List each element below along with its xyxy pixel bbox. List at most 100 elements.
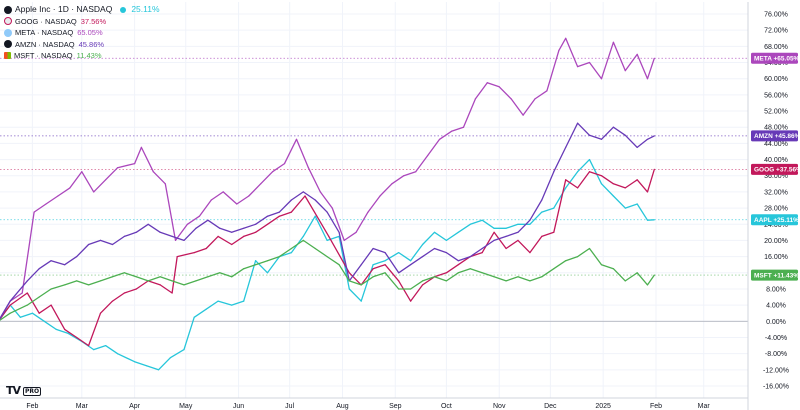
data-point-goog — [600, 175, 603, 177]
y-tick-label: 60.00% — [764, 76, 788, 83]
data-point-meta — [403, 175, 405, 177]
data-point-goog — [588, 171, 591, 173]
series-tag-bg — [751, 269, 798, 281]
data-point-msft — [171, 280, 173, 282]
data-point-amzn — [76, 256, 78, 258]
data-point-meta — [612, 41, 615, 43]
data-point-aapl — [43, 320, 45, 322]
data-point-msft — [624, 280, 626, 282]
data-point-amzn — [338, 231, 340, 233]
data-point-msft — [338, 264, 340, 266]
data-point-amzn — [243, 227, 245, 229]
data-point-msft — [348, 280, 350, 282]
y-tick-label: 68.00% — [764, 44, 788, 51]
data-point-goog — [26, 292, 28, 294]
data-point-aapl — [529, 223, 531, 225]
series-line-meta — [0, 37, 655, 320]
data-point-amzn — [577, 122, 579, 124]
data-point-amzn — [433, 247, 436, 250]
data-point-aapl — [255, 260, 257, 262]
data-point-amzn — [147, 223, 149, 225]
data-point-meta — [117, 167, 119, 169]
data-point-meta — [174, 239, 177, 241]
legend-item-meta[interactable]: META · NASDAQ 65.05% — [4, 27, 160, 39]
data-point-msft — [26, 304, 28, 306]
legend-title-row[interactable]: Apple Inc · 1D · NASDAQ 25.11% — [4, 4, 160, 16]
x-tick-label: Aug — [336, 403, 349, 410]
data-point-goog — [624, 187, 626, 189]
data-point-amzn — [88, 243, 90, 246]
y-tick-label: 52.00% — [764, 109, 788, 116]
legend-item-goog[interactable]: GOOG · NASDAQ 37.56% — [4, 16, 160, 28]
data-point-amzn — [588, 134, 591, 136]
data-point-aapl — [372, 264, 374, 266]
data-point-goog — [517, 239, 519, 241]
data-point-meta — [653, 57, 655, 59]
data-point-aapl — [653, 219, 655, 221]
data-point-msft — [422, 280, 424, 282]
data-point-amzn — [159, 231, 161, 233]
data-point-meta — [57, 195, 59, 197]
data-point-goog — [243, 235, 245, 237]
data-point-aapl — [636, 203, 638, 205]
data-point-amzn — [9, 300, 11, 302]
series-tag-bg — [751, 214, 798, 226]
y-tick-label: 0.00% — [766, 319, 786, 326]
data-point-aapl — [433, 231, 436, 233]
series-tag-bg — [751, 130, 798, 142]
y-tick-label: 48.00% — [764, 125, 788, 132]
data-point-amzn — [384, 252, 386, 254]
data-point-meta — [140, 146, 142, 148]
legend-item-msft[interactable]: MSFT · NASDAQ 11.43% — [4, 50, 160, 62]
data-point-aapl — [493, 227, 495, 229]
data-point-amzn — [517, 231, 519, 233]
data-point-msft — [135, 276, 137, 278]
data-point-msft — [529, 280, 531, 282]
y-tick-label: -16.00% — [763, 384, 789, 391]
data-point-msft — [653, 274, 655, 276]
data-point-msft — [469, 268, 471, 270]
data-point-msft — [517, 276, 519, 278]
data-point-meta — [236, 203, 238, 205]
data-point-goog — [445, 272, 447, 274]
data-point-amzn — [111, 243, 114, 246]
data-point-goog — [193, 252, 195, 254]
data-point-meta — [93, 191, 95, 193]
data-point-meta — [534, 98, 536, 100]
legend-item-amzn[interactable]: AMZN · NASDAQ 45.86% — [4, 39, 160, 51]
data-point-msft — [207, 276, 209, 278]
data-point-aapl — [145, 365, 148, 367]
x-axis: Feb Mar Apr May Jun Jul Aug Sep Oct Nov Dec 2025 Feb… — [0, 397, 748, 410]
y-tick-label: 16.00% — [764, 254, 788, 261]
y-tick-label: 20.00% — [764, 238, 788, 245]
data-point-meta — [307, 167, 309, 169]
data-point-amzn — [231, 231, 233, 233]
x-tick-label: Oct — [441, 403, 452, 410]
legend-title: Apple Inc · 1D · NASDAQ — [15, 4, 113, 14]
data-point-aapl — [384, 260, 386, 262]
data-point-goog — [111, 300, 114, 302]
y-tick-label: 56.00% — [764, 92, 788, 99]
data-point-msft — [266, 260, 269, 262]
series-tag-label: MSFT +11.43% — [754, 272, 799, 279]
data-point-amzn — [600, 138, 603, 140]
data-point-msft — [147, 280, 149, 282]
data-point-msft — [302, 239, 304, 241]
msft-icon — [4, 52, 11, 60]
data-point-meta — [379, 195, 381, 197]
data-point-goog — [88, 345, 90, 347]
data-point-aapl — [646, 219, 649, 221]
data-point-meta — [152, 171, 154, 173]
legend-item-label: MSFT · NASDAQ — [14, 51, 73, 60]
data-point-aapl — [612, 195, 615, 197]
data-point-meta — [600, 78, 603, 80]
data-point-meta — [81, 171, 83, 173]
meta-icon — [4, 28, 12, 37]
series-tag-label: AAPL +25.11% — [754, 217, 799, 224]
data-point-meta — [367, 211, 369, 213]
data-point-goog — [348, 272, 350, 274]
data-point-msft — [111, 276, 114, 278]
data-point-goog — [422, 284, 424, 286]
data-point-aapl — [266, 272, 269, 274]
data-point-msft — [76, 280, 78, 282]
